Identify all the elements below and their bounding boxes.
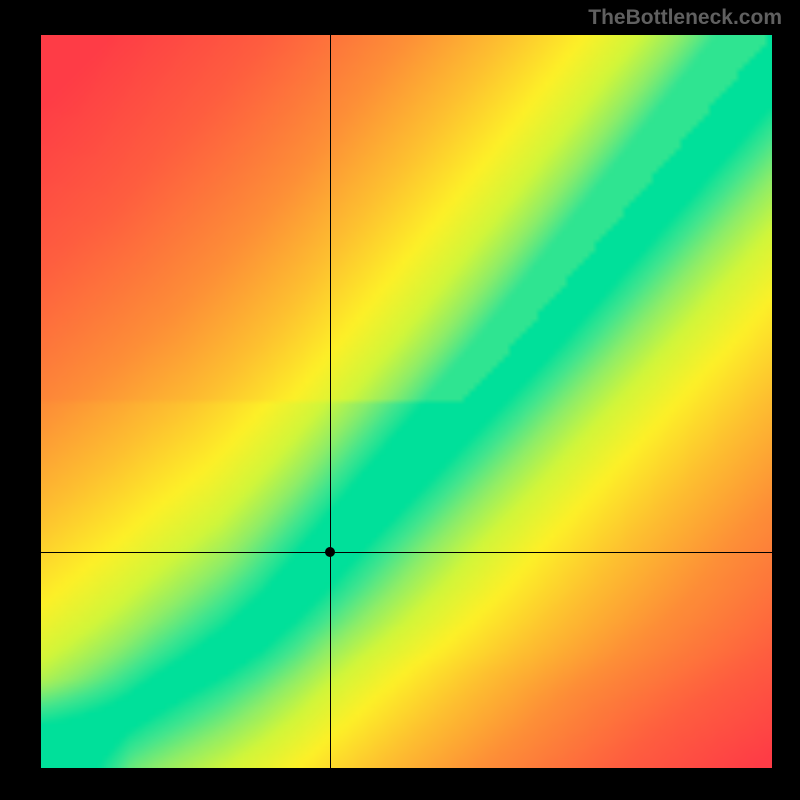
marker-point xyxy=(325,547,335,557)
heatmap-canvas xyxy=(41,35,772,768)
crosshair-vertical xyxy=(330,35,331,768)
bottleneck-heatmap xyxy=(41,35,772,768)
crosshair-horizontal xyxy=(41,552,772,553)
watermark-text: TheBottleneck.com xyxy=(588,6,782,30)
